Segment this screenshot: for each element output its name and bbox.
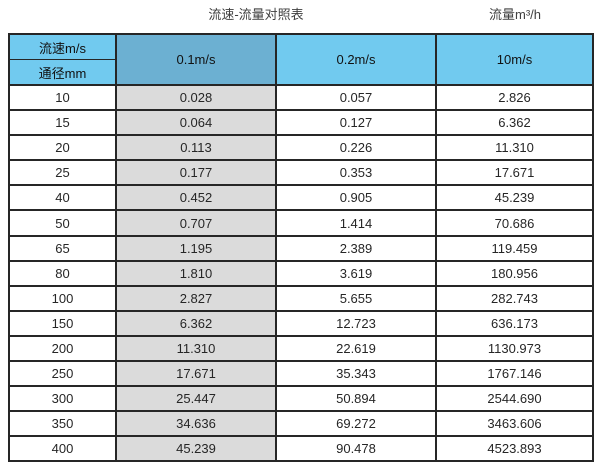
table-row: 50 0.707 1.414 70.686 [8,209,594,237]
header-flow-velocity: 流速m/s [8,33,117,60]
flow-value-cell: 4523.893 [435,435,594,463]
flow-value-cell: 6.362 [435,109,594,137]
flow-value-cell: 90.478 [275,435,437,463]
flow-rate-table: 流速m/s 0.1m/s 0.2m/s 10m/s 通径mm 10 0.028 0.… [8,33,594,463]
flow-value-cell: 2.389 [275,234,437,262]
table-row: 250 17.671 35.343 1767.146 [8,360,594,388]
flow-value-cell: 45.239 [435,184,594,212]
table-row: 20 0.113 0.226 11.310 [8,134,594,162]
flow-value-cell: 70.686 [435,209,594,237]
diameter-cell: 10 [8,83,117,112]
flow-value-cell: 35.343 [275,360,437,388]
flow-value-cell: 22.619 [275,334,437,363]
table-row: 350 34.636 69.272 3463.606 [8,410,594,438]
flow-value-cell: 11.310 [435,134,594,162]
diameter-cell: 350 [8,410,117,438]
table-row: 150 6.362 12.723 636.173 [8,309,594,337]
flow-value-cell: 3.619 [275,259,437,287]
diameter-cell: 300 [8,385,117,413]
flow-value-cell: 282.743 [435,284,594,312]
flow-value-cell: 0.177 [115,159,277,187]
flow-value-cell: 50.894 [275,385,437,413]
flow-value-cell: 2544.690 [435,385,594,413]
flow-value-cell: 1767.146 [435,360,594,388]
diameter-cell: 400 [8,435,117,463]
flow-value-cell: 3463.606 [435,410,594,438]
flow-value-cell: 17.671 [435,159,594,187]
table-row: 300 25.447 50.894 2544.690 [8,385,594,413]
table-row: 100 2.827 5.655 282.743 [8,284,594,312]
flow-value-cell: 119.459 [435,234,594,262]
flow-value-cell: 636.173 [435,309,594,337]
flow-value-cell: 0.064 [115,109,277,137]
flow-unit-label: 流量m³/h [488,7,542,22]
diameter-cell: 65 [8,234,117,262]
flow-value-cell: 0.707 [115,209,277,237]
diameter-cell: 40 [8,184,117,212]
diameter-cell: 50 [8,209,117,237]
flow-value-cell: 1.195 [115,234,277,262]
header-diameter: 通径mm [8,59,117,86]
table-row: 400 45.239 90.478 4523.893 [8,435,594,463]
flow-value-cell: 12.723 [275,309,437,337]
flow-value-cell: 69.272 [275,410,437,438]
diameter-cell: 80 [8,259,117,287]
header-col-0.2ms: 0.2m/s [275,33,437,86]
flow-value-cell: 11.310 [115,334,277,363]
table-title: 流速-流量对照表 [208,7,304,22]
flow-value-cell: 25.447 [115,385,277,413]
flow-value-cell: 0.226 [275,134,437,162]
flow-value-cell: 0.057 [275,83,437,112]
header-col-0.1ms: 0.1m/s [115,33,277,86]
diameter-cell: 20 [8,134,117,162]
table-body: 10 0.028 0.057 2.826 15 0.064 0.127 6.362 20 0.11… [8,83,594,463]
flow-value-cell: 0.905 [275,184,437,212]
diameter-cell: 15 [8,109,117,137]
table-row: 80 1.810 3.619 180.956 [8,259,594,287]
diameter-cell: 250 [8,360,117,388]
flow-value-cell: 1130.973 [435,334,594,363]
table-header: 流速m/s 0.1m/s 0.2m/s 10m/s 通径mm [8,33,594,86]
table-row: 15 0.064 0.127 6.362 [8,109,594,137]
flow-value-cell: 1.414 [275,209,437,237]
flow-value-cell: 5.655 [275,284,437,312]
diameter-cell: 100 [8,284,117,312]
flow-value-cell: 180.956 [435,259,594,287]
flow-value-cell: 0.113 [115,134,277,162]
flow-value-cell: 0.127 [275,109,437,137]
flow-value-cell: 17.671 [115,360,277,388]
flow-value-cell: 0.452 [115,184,277,212]
flow-value-cell: 45.239 [115,435,277,463]
flow-value-cell: 1.810 [115,259,277,287]
diameter-cell: 150 [8,309,117,337]
table-row: 40 0.452 0.905 45.239 [8,184,594,212]
flow-value-cell: 2.827 [115,284,277,312]
flow-value-cell: 2.826 [435,83,594,112]
diameter-cell: 200 [8,334,117,363]
flow-value-cell: 34.636 [115,410,277,438]
table-row: 65 1.195 2.389 119.459 [8,234,594,262]
flow-value-cell: 0.353 [275,159,437,187]
flow-value-cell: 6.362 [115,309,277,337]
header-col-10ms: 10m/s [435,33,594,86]
table-row: 25 0.177 0.353 17.671 [8,159,594,187]
table-row: 10 0.028 0.057 2.826 [8,83,594,112]
flow-value-cell: 0.028 [115,83,277,112]
table-row: 200 11.310 22.619 1130.973 [8,334,594,363]
diameter-cell: 25 [8,159,117,187]
